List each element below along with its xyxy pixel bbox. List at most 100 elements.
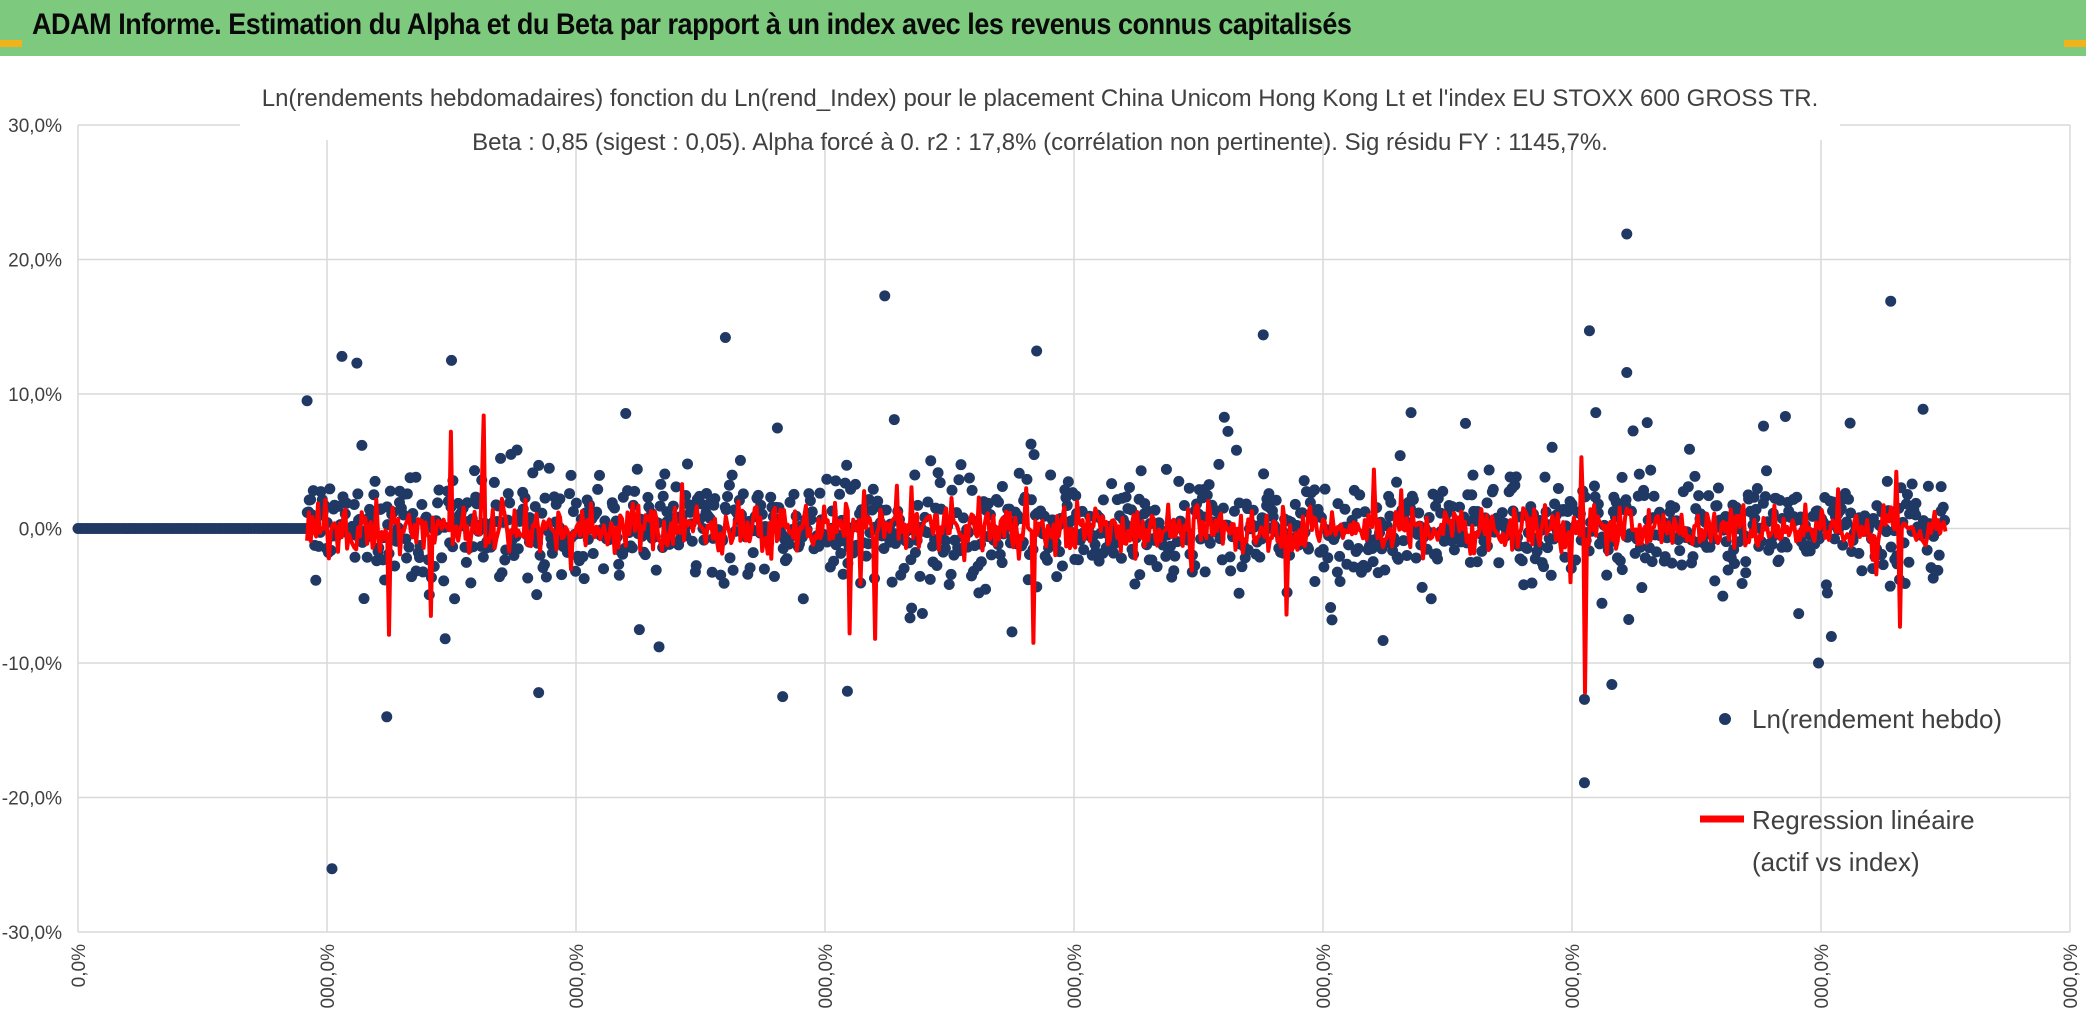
data-point bbox=[554, 493, 566, 505]
data-point bbox=[781, 553, 793, 565]
data-point bbox=[1483, 464, 1495, 476]
data-point bbox=[723, 479, 735, 491]
data-point bbox=[1645, 464, 1657, 476]
data-point bbox=[1845, 507, 1857, 519]
data-point bbox=[438, 575, 450, 587]
data-point bbox=[368, 489, 380, 501]
data-point bbox=[955, 459, 967, 471]
data-point bbox=[1352, 543, 1364, 555]
data-point bbox=[1820, 579, 1832, 591]
data-point bbox=[1900, 498, 1912, 510]
data-point bbox=[1693, 490, 1705, 502]
chart-title: Ln(rendements hebdomadaires) fonction du… bbox=[262, 85, 1819, 112]
data-point bbox=[1748, 491, 1760, 503]
data-point bbox=[1331, 566, 1343, 578]
data-point bbox=[1791, 491, 1803, 503]
data-point bbox=[436, 552, 448, 564]
data-point bbox=[771, 422, 783, 434]
data-point bbox=[1405, 407, 1417, 419]
data-point bbox=[1062, 476, 1074, 488]
data-point bbox=[1935, 481, 1947, 493]
data-point bbox=[1884, 580, 1896, 592]
data-point bbox=[1233, 587, 1245, 599]
data-point bbox=[1740, 556, 1752, 568]
x-tick-label: 000,0% bbox=[816, 944, 837, 1009]
data-point bbox=[1097, 494, 1109, 506]
data-point bbox=[904, 612, 916, 624]
data-point bbox=[1416, 581, 1428, 593]
data-point bbox=[1781, 541, 1793, 553]
data-point bbox=[1225, 565, 1237, 577]
data-point-outlier bbox=[1813, 657, 1825, 669]
data-point bbox=[880, 504, 892, 516]
data-point bbox=[1552, 482, 1564, 494]
data-point bbox=[1829, 533, 1841, 545]
data-point bbox=[966, 484, 978, 496]
data-point bbox=[1736, 577, 1748, 589]
page-title: ADAM Informe. Estimation du Alpha et du … bbox=[32, 8, 1352, 41]
data-point bbox=[369, 475, 381, 487]
data-point bbox=[1317, 544, 1329, 556]
data-point bbox=[461, 497, 473, 509]
data-point bbox=[578, 573, 590, 585]
data-point bbox=[726, 469, 738, 481]
y-tick-label: 10,0% bbox=[8, 385, 62, 406]
data-point bbox=[629, 485, 641, 497]
data-point bbox=[639, 549, 651, 561]
data-point bbox=[655, 478, 667, 490]
data-point bbox=[305, 494, 317, 506]
data-point bbox=[1041, 554, 1053, 566]
x-axis-ticks: 0,0% 000,0% 000,0% 000,0% 000,0% 000,0% 000,0%… bbox=[69, 944, 2082, 1009]
data-point bbox=[1766, 539, 1778, 551]
data-point bbox=[519, 492, 531, 504]
data-point bbox=[718, 577, 730, 589]
data-point bbox=[1448, 544, 1460, 556]
data-point bbox=[358, 593, 370, 605]
data-point bbox=[565, 469, 577, 481]
data-point bbox=[1410, 552, 1422, 564]
data-point bbox=[1384, 510, 1396, 522]
data-point bbox=[1566, 498, 1578, 510]
chart-area: 30,0% 20,0% 10,0% 0,0% -10,0% -20,0% -30,0% 0,… bbox=[0, 60, 2086, 1035]
data-point bbox=[1318, 561, 1330, 573]
data-point bbox=[1709, 575, 1721, 587]
data-point bbox=[324, 483, 336, 495]
data-point bbox=[1289, 498, 1301, 510]
y-tick-label: -30,0% bbox=[2, 923, 62, 944]
data-point bbox=[1740, 567, 1752, 579]
data-point-outlier bbox=[446, 354, 457, 366]
y-tick-label: -20,0% bbox=[2, 789, 62, 810]
data-point bbox=[1407, 494, 1419, 506]
data-point bbox=[1844, 417, 1856, 429]
data-point bbox=[1228, 505, 1240, 517]
corner-marker-left bbox=[0, 40, 22, 47]
data-point bbox=[1906, 478, 1918, 490]
data-point bbox=[1013, 467, 1025, 479]
data-point bbox=[1203, 479, 1215, 491]
data-point bbox=[1646, 556, 1658, 568]
data-point bbox=[1669, 501, 1681, 513]
data-point-outlier bbox=[1583, 325, 1595, 337]
data-point-outlier bbox=[533, 687, 545, 699]
data-point bbox=[1885, 541, 1897, 553]
data-point bbox=[1135, 465, 1147, 477]
data-point bbox=[1877, 559, 1889, 571]
data-point bbox=[686, 535, 698, 547]
data-point bbox=[709, 493, 721, 505]
data-point bbox=[1258, 468, 1270, 480]
data-point bbox=[416, 498, 428, 510]
data-point bbox=[939, 535, 951, 547]
data-point bbox=[564, 488, 576, 500]
data-point bbox=[804, 495, 816, 507]
data-point bbox=[540, 571, 552, 583]
data-point bbox=[315, 486, 327, 498]
data-point bbox=[659, 468, 671, 480]
data-point bbox=[477, 551, 489, 563]
data-point bbox=[1910, 509, 1922, 521]
data-point bbox=[916, 608, 928, 620]
data-point bbox=[1006, 626, 1018, 638]
data-point bbox=[841, 459, 853, 471]
data-point bbox=[752, 489, 764, 501]
data-point bbox=[722, 490, 734, 502]
data-point bbox=[747, 547, 759, 559]
